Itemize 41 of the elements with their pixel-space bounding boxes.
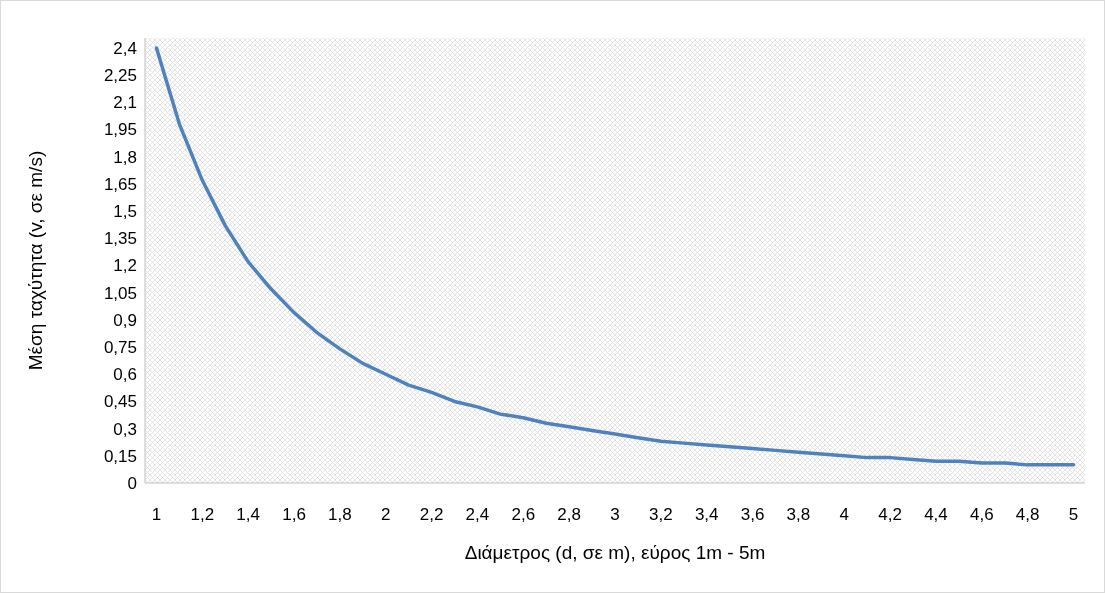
- y-axis-title: Μέση ταχύτητα (v, σε m/s): [25, 150, 46, 371]
- x-tick-label: 3,2: [649, 505, 673, 524]
- x-tick-label: 1,2: [190, 505, 215, 524]
- y-tick-label: 2,25: [103, 66, 137, 86]
- x-tick-label: 2,4: [465, 505, 490, 524]
- y-tick-label: 0,75: [103, 338, 137, 357]
- x-tick-label: 3,6: [740, 505, 765, 524]
- x-tick-label: 1,6: [282, 505, 306, 524]
- y-tick-label: 1,05: [103, 283, 137, 303]
- y-tick-label: 2,4: [113, 38, 137, 58]
- x-tick-label: 1,4: [236, 505, 260, 524]
- y-tick-label: 1,35: [103, 229, 137, 249]
- line-series: [154, 46, 1076, 467]
- y-tick-label: 1,8: [113, 147, 137, 167]
- x-tick-label: 4,4: [924, 505, 948, 524]
- x-tick-label: 4,8: [1015, 505, 1040, 524]
- y-tick-label: 0,6: [113, 365, 137, 385]
- y-tick-label: 0: [127, 473, 137, 493]
- y-tick-label: 1,2: [113, 256, 137, 276]
- y-tick-label: 0,15: [103, 446, 137, 466]
- x-tick-label: 1: [151, 505, 162, 524]
- y-tick-label: 1,5: [113, 202, 137, 222]
- y-tick-label: 0,9: [113, 310, 137, 330]
- x-tick-label: 2,6: [511, 505, 536, 524]
- x-tick-label: 4,2: [878, 505, 902, 524]
- x-tick-label: 3: [610, 505, 620, 524]
- x-tick-label: 2,2: [419, 505, 444, 524]
- y-tick-label: 0,45: [103, 392, 137, 412]
- x-tick-label: 2,8: [557, 505, 581, 524]
- x-axis-title: Διάμετρος (d, σε m), εύρος 1m - 5m: [464, 542, 766, 563]
- x-tick-label: 5: [1068, 505, 1079, 524]
- x-tick-label: 4,6: [970, 505, 994, 524]
- x-tick-label: 1,8: [328, 505, 352, 524]
- x-tick-label: 3,4: [694, 505, 719, 524]
- y-tick-label: 0,3: [113, 419, 137, 439]
- x-tick-label: 2: [381, 505, 391, 524]
- x-tick-label: 4: [839, 505, 849, 524]
- y-tick-label: 2,1: [113, 93, 137, 113]
- x-tick-label: 3,8: [786, 505, 811, 524]
- y-tick-label: 1,95: [103, 120, 137, 140]
- y-tick-label: 1,65: [103, 174, 137, 194]
